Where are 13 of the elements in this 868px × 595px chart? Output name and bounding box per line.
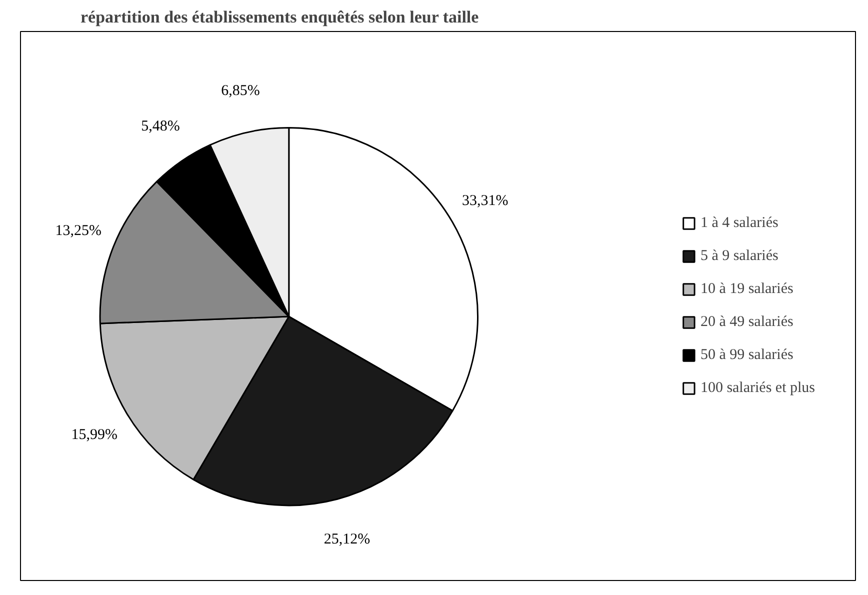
chart-title: répartition des établissements enquêtés selon leur taille (80, 8, 480, 26)
data-label: 5,48% (141, 118, 180, 134)
legend-label: 5 à 9 salariés (700, 248, 778, 264)
legend-label: 100 salariés et plus (700, 380, 815, 396)
legend-label: 20 à 49 salariés (700, 314, 794, 330)
data-label: 6,85% (221, 83, 260, 100)
legend-label: 50 à 99 salariés (700, 346, 794, 364)
legend-label: 10 à 19 salariés (700, 280, 794, 298)
data-label: 15,99% (71, 426, 118, 443)
data-label: 25,12% (324, 532, 370, 548)
data-label: 33,31% (462, 193, 508, 210)
legend-label: 1 à 4 salariés (700, 214, 778, 232)
data-label: 13,25% (55, 223, 102, 240)
